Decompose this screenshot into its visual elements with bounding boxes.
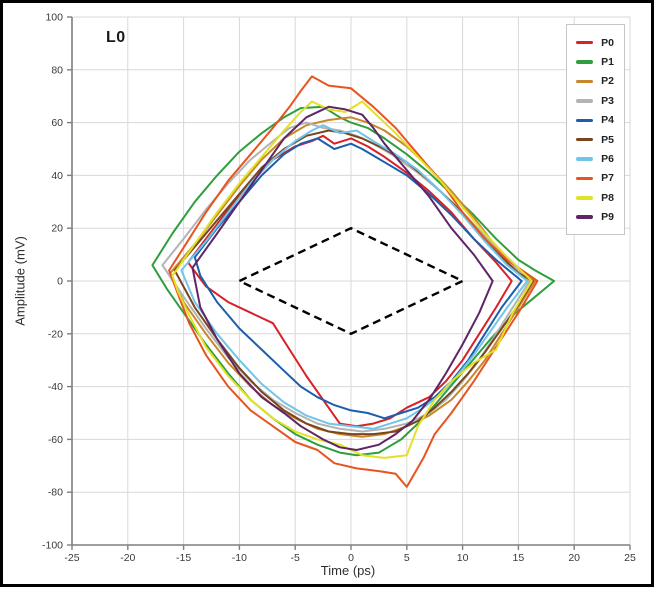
- series-trace-P1: [151, 105, 556, 457]
- eye-diagram-plot: -100 -80 -60 -40 -20 0 20 40 60 80 100 -25 -20 -15 -10…: [3, 3, 651, 584]
- legend-item-P4: P4: [576, 111, 614, 130]
- x-tick-label: 5: [404, 552, 410, 564]
- y-tick-label: 40: [51, 170, 63, 182]
- legend-label-P9: P9: [601, 211, 614, 224]
- x-tick-label: 15: [513, 552, 525, 564]
- legend-label-P5: P5: [601, 133, 614, 146]
- legend-label-P1: P1: [601, 56, 614, 69]
- series-trace-P7: [168, 75, 539, 488]
- legend-item-P0: P0: [576, 33, 614, 52]
- legend-label-P8: P8: [601, 191, 614, 204]
- legend-item-P3: P3: [576, 91, 614, 110]
- legend-label-P2: P2: [601, 75, 614, 88]
- y-tick-label: 80: [51, 64, 63, 76]
- series-trace-P6: [180, 124, 529, 430]
- legend-item-P2: P2: [576, 72, 614, 91]
- series-trace-P2: [169, 116, 537, 438]
- legend-swatch-P8: [576, 196, 594, 200]
- y-tick-label: 20: [51, 223, 63, 235]
- legend-label-P3: P3: [601, 94, 614, 107]
- x-tick-label: 10: [457, 552, 469, 564]
- y-tick-label: -60: [48, 434, 63, 446]
- legend-label-P6: P6: [601, 153, 614, 166]
- x-tick-label: 20: [568, 552, 580, 564]
- y-tick-label: -40: [48, 381, 63, 393]
- plot-annotation: L0: [106, 29, 126, 46]
- series-trace-P4: [193, 137, 523, 420]
- legend-swatch-P4: [576, 118, 594, 122]
- y-tick-label: -20: [48, 328, 63, 340]
- legend-swatch-P6: [576, 157, 594, 161]
- legend-item-P7: P7: [576, 169, 614, 188]
- y-tick-label: 0: [57, 276, 63, 288]
- legend-item-P1: P1: [576, 52, 614, 71]
- legend-label-P7: P7: [601, 172, 614, 185]
- series-trace-P8: [171, 100, 533, 459]
- y-axis-title: Amplitude (mV): [12, 236, 28, 326]
- legend-swatch-P2: [576, 79, 594, 84]
- legend-label-P4: P4: [601, 114, 614, 127]
- x-tick-label: -5: [291, 552, 300, 564]
- series-trace-P3: [161, 121, 531, 433]
- x-tick-label: 25: [624, 552, 636, 564]
- legend-swatch-P0: [576, 40, 594, 45]
- legend-swatch-P1: [576, 60, 594, 64]
- x-tick-label: 0: [348, 552, 354, 564]
- x-axis-title: Time (ps): [320, 563, 376, 578]
- legend-item-P8: P8: [576, 188, 614, 207]
- legend-swatch-P3: [576, 99, 594, 103]
- legend: P0 P1 P2 P3 P4 P5 P6 P7 P8 P9: [566, 24, 625, 235]
- y-tick-label: -100: [42, 540, 63, 552]
- legend-swatch-P9: [576, 215, 594, 219]
- legend-label-P0: P0: [601, 36, 614, 49]
- series-trace-P9: [191, 105, 494, 451]
- eye-mask-diamond: [236, 226, 466, 336]
- legend-swatch-P5: [576, 137, 594, 142]
- x-tick-label: -15: [176, 552, 191, 564]
- x-tick-label: -20: [120, 552, 135, 564]
- legend-item-P9: P9: [576, 208, 614, 227]
- legend-swatch-P7: [576, 176, 594, 181]
- legend-item-P6: P6: [576, 149, 614, 168]
- y-tick-label: 60: [51, 117, 63, 129]
- y-tick-label: 100: [45, 12, 63, 24]
- y-tick-label: -80: [48, 487, 63, 499]
- legend-item-P5: P5: [576, 130, 614, 149]
- series-trace-P5: [173, 129, 534, 436]
- x-tick-label: -25: [64, 552, 79, 564]
- x-tick-label: -10: [232, 552, 247, 564]
